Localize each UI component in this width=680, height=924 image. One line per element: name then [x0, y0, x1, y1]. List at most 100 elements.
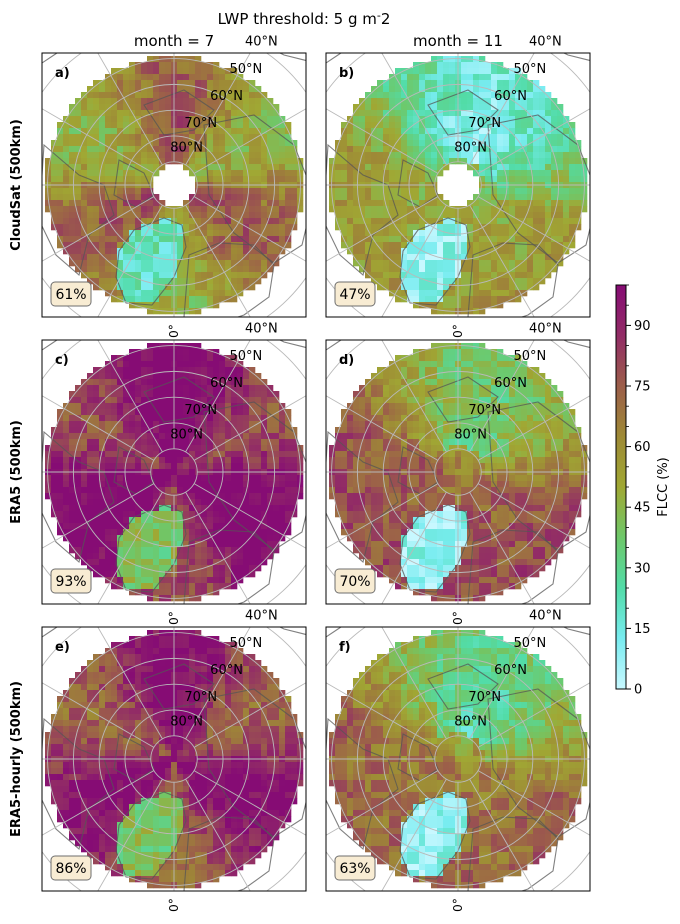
flcc-cell: [279, 170, 286, 177]
flcc-cell: [497, 433, 504, 440]
flcc-cell: [81, 523, 88, 530]
flcc-cell: [195, 200, 202, 207]
flcc-cell: [123, 266, 130, 273]
flcc-cell: [437, 80, 444, 87]
flcc-cell: [365, 391, 372, 398]
flcc-cell: [249, 272, 256, 279]
flcc-cell: [413, 98, 420, 105]
flcc-cell: [473, 343, 480, 350]
meridian: [326, 108, 439, 174]
flcc-cell: [201, 457, 208, 464]
flcc-cell: [141, 403, 148, 410]
flcc-cell: [443, 98, 450, 105]
flcc-cell: [437, 140, 444, 147]
flcc-cell: [129, 224, 136, 231]
flcc-cell: [225, 361, 232, 368]
flcc-cell: [473, 349, 480, 356]
flcc-cell: [497, 122, 504, 129]
flcc-cell: [69, 541, 76, 548]
flcc-cell: [371, 379, 378, 386]
flcc-cell: [165, 62, 172, 69]
flcc-cell: [491, 385, 498, 392]
flcc-cell: [521, 98, 528, 105]
flcc-cell: [243, 218, 250, 225]
flcc-cell: [341, 421, 348, 428]
flcc-cell: [335, 194, 342, 201]
flcc-cell: [267, 535, 274, 542]
flcc-cell: [183, 278, 190, 285]
flcc-cell: [371, 242, 378, 249]
flcc-cell: [219, 547, 226, 554]
flcc-cell: [261, 427, 268, 434]
flcc-cell: [225, 200, 232, 207]
flcc-cell: [383, 158, 390, 165]
flcc-cell: [219, 206, 226, 213]
flcc-cell: [219, 373, 226, 380]
flcc-cell: [159, 349, 166, 356]
flcc-cell: [201, 439, 208, 446]
flcc-cell: [213, 523, 220, 530]
flcc-cell: [413, 248, 420, 255]
flcc-cell: [135, 86, 142, 93]
flcc-cell: [87, 439, 94, 446]
flcc-cell: [219, 164, 226, 171]
flcc-cell: [279, 511, 286, 518]
flcc-cell: [497, 212, 504, 219]
flcc-cell: [291, 445, 298, 452]
flcc-cell: [407, 74, 414, 81]
flcc-cell: [111, 391, 118, 398]
flcc-cell: [443, 158, 450, 165]
flcc-cell: [123, 583, 130, 590]
flcc-cell: [189, 254, 196, 261]
flcc-cell: [353, 104, 360, 111]
latitude-label: 70°N: [184, 116, 217, 131]
flcc-cell: [545, 200, 552, 207]
flcc-cell: [111, 128, 118, 135]
flcc-cell: [63, 529, 70, 536]
flcc-cell: [503, 391, 510, 398]
flcc-cell: [81, 146, 88, 153]
flcc-cell: [153, 397, 160, 404]
flcc-cell: [249, 397, 256, 404]
flcc-cell: [159, 397, 166, 404]
flcc-cell: [51, 224, 58, 231]
flcc-cell: [557, 176, 564, 183]
flcc-cell: [539, 170, 546, 177]
flcc-cell: [135, 236, 142, 243]
flcc-cell: [485, 290, 492, 297]
flcc-cell: [123, 571, 130, 578]
flcc-cell: [123, 152, 130, 159]
flcc-cell: [225, 547, 232, 554]
flcc-cell: [225, 92, 232, 99]
flcc-cell: [159, 577, 166, 584]
flcc-cell: [461, 152, 468, 159]
flcc-cell: [159, 403, 166, 410]
flcc-cell: [117, 74, 124, 81]
flcc-cell: [87, 104, 94, 111]
flcc-cell: [279, 487, 286, 494]
flcc-cell: [219, 68, 226, 75]
flcc-cell: [63, 152, 70, 159]
flcc-cell: [225, 451, 232, 458]
flcc-cell: [153, 224, 160, 231]
flcc-cell: [383, 260, 390, 267]
flcc-cell: [425, 74, 432, 81]
flcc-cell: [183, 361, 190, 368]
flcc-cell: [479, 367, 486, 374]
flcc-cell: [539, 128, 546, 135]
flcc-cell: [63, 128, 70, 135]
flcc-cell: [99, 397, 106, 404]
flcc-cell: [479, 134, 486, 141]
flcc-cell: [491, 170, 498, 177]
flcc-cell: [407, 391, 414, 398]
flcc-cell: [141, 547, 148, 554]
flcc-cell: [443, 397, 450, 404]
flcc-cell: [503, 248, 510, 255]
flcc-cell: [201, 236, 208, 243]
flcc-cell: [437, 164, 444, 171]
flcc-cell: [117, 397, 124, 404]
flcc-cell: [105, 529, 112, 536]
flcc-cell: [87, 505, 94, 512]
flcc-cell: [117, 565, 124, 572]
flcc-cell: [407, 445, 414, 452]
